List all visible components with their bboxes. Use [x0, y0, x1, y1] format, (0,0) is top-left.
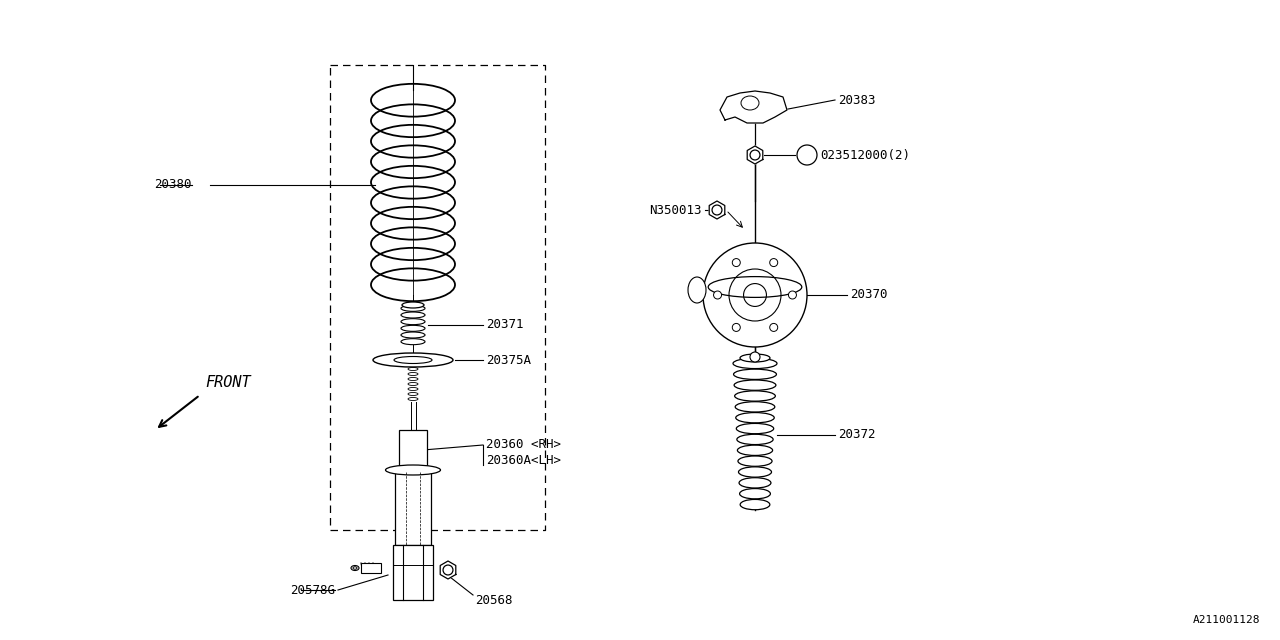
Ellipse shape — [739, 456, 772, 467]
Circle shape — [769, 259, 778, 267]
Ellipse shape — [689, 277, 707, 303]
Ellipse shape — [740, 354, 771, 362]
Circle shape — [769, 323, 778, 332]
Text: FRONT: FRONT — [205, 375, 251, 390]
Ellipse shape — [737, 435, 773, 445]
Circle shape — [750, 352, 760, 362]
Circle shape — [713, 291, 722, 299]
Text: 20360 <RH>: 20360 <RH> — [486, 438, 561, 451]
Ellipse shape — [739, 477, 771, 488]
Ellipse shape — [385, 465, 440, 475]
Text: 20383: 20383 — [838, 93, 876, 106]
Polygon shape — [440, 561, 456, 579]
Text: 20578G: 20578G — [291, 584, 335, 596]
FancyBboxPatch shape — [396, 472, 431, 545]
FancyBboxPatch shape — [399, 430, 428, 470]
Ellipse shape — [735, 380, 776, 390]
Ellipse shape — [401, 305, 425, 311]
Text: N350013: N350013 — [649, 204, 701, 216]
Text: 20380: 20380 — [155, 179, 192, 191]
Ellipse shape — [737, 445, 773, 456]
Ellipse shape — [402, 302, 424, 308]
Ellipse shape — [372, 353, 453, 367]
Ellipse shape — [733, 358, 777, 369]
Text: 20371: 20371 — [486, 319, 524, 332]
Text: 20370: 20370 — [850, 289, 887, 301]
Ellipse shape — [740, 488, 771, 499]
Text: 023512000(2): 023512000(2) — [820, 148, 910, 161]
Circle shape — [703, 243, 806, 347]
Ellipse shape — [401, 319, 425, 324]
Text: 20375A: 20375A — [486, 353, 531, 367]
FancyBboxPatch shape — [361, 563, 381, 573]
Ellipse shape — [736, 424, 773, 434]
Text: A211001128: A211001128 — [1193, 615, 1260, 625]
Ellipse shape — [735, 391, 776, 401]
Ellipse shape — [401, 312, 425, 318]
Text: 20372: 20372 — [838, 429, 876, 442]
Ellipse shape — [401, 339, 425, 345]
Ellipse shape — [733, 369, 777, 380]
Polygon shape — [709, 201, 724, 219]
Ellipse shape — [735, 402, 774, 412]
Text: 20360A<LH>: 20360A<LH> — [486, 454, 561, 467]
Ellipse shape — [708, 276, 801, 298]
Circle shape — [797, 145, 817, 165]
FancyBboxPatch shape — [393, 545, 433, 600]
Ellipse shape — [739, 467, 772, 477]
Circle shape — [732, 259, 740, 267]
Circle shape — [732, 323, 740, 332]
Ellipse shape — [401, 332, 425, 338]
Text: N: N — [804, 150, 810, 160]
Ellipse shape — [740, 499, 769, 509]
Ellipse shape — [401, 325, 425, 332]
Ellipse shape — [351, 566, 358, 570]
Text: 20568: 20568 — [475, 593, 512, 607]
Polygon shape — [719, 91, 787, 123]
Polygon shape — [748, 146, 763, 164]
Ellipse shape — [736, 413, 774, 423]
Circle shape — [788, 291, 796, 299]
